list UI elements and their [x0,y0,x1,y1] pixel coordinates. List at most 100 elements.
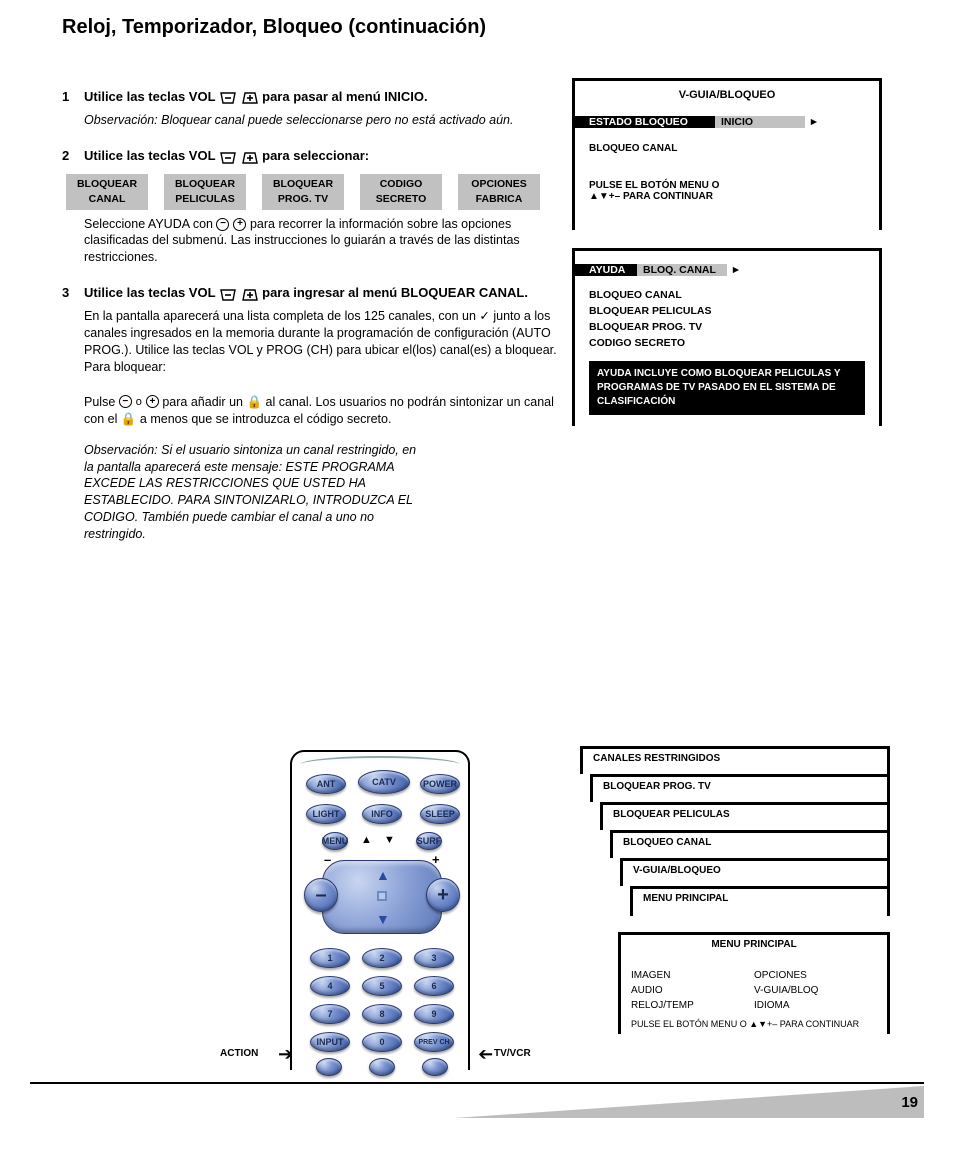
remote-btn-sleep[interactable]: SLEEP [420,804,460,824]
remote-btn-info[interactable]: INFO [362,804,402,824]
osd-main-cell: V-GUIA/BLOQ [754,985,818,996]
step-3-body: En la pantalla aparecerá una lista compl… [84,308,572,376]
block-a: Pulse − o + para añadir un 🔒 al canal. L… [84,394,572,428]
minus-icon: − [216,218,229,231]
center-square-icon [377,891,387,901]
up-arrow-icon: ▲ [376,867,390,883]
remote-btn-record[interactable] [316,1058,342,1076]
minus-plus-icons: − o + [119,395,159,410]
osd-main-title: MENU PRINCIPAL [621,935,887,960]
step-1-pre: Utilice las teclas VOL [84,89,219,104]
remote-numpad[interactable]: 5 [362,976,402,996]
step-num: 1 [62,88,84,129]
remote-numpad[interactable]: 3 [414,948,454,968]
osd-hint: PULSE EL BOTÓN MENU O [575,158,879,191]
arrow-right-icon: ➔ [278,1044,293,1065]
left-column: 1 Utilice las teclas VOL para pasar al m… [62,88,572,543]
remote-btn-prevch[interactable]: PREV CH [414,1032,454,1052]
osd-panel-vguia-1: V-GUIA/BLOQUEO ESTADO BLOQUEO INICIO ► B… [572,78,882,230]
remote-btn-light[interactable]: LIGHT [306,804,346,824]
step-2-post: para seleccionar: [262,148,369,163]
plus-icon: + [233,218,246,231]
osd-panel-vguia-2: AYUDA BLOQ. CANAL ► BLOQUEO CANAL BLOQUE… [572,248,882,426]
osd-main-cell: IMAGEN [631,970,754,981]
remote-btn-power[interactable]: POWER [420,774,460,794]
osd-row: BLOQUEO CANAL [575,287,879,303]
osd-main-cell: AUDIO [631,985,754,996]
arrow-left-icon: ➔ [478,1044,493,1065]
osd-level: BLOQUEAR PROG. TV [590,774,890,802]
remote-numpad[interactable]: 4 [310,976,350,996]
remote-btn-surf[interactable]: SURF [416,832,442,850]
remote-numpad[interactable]: 1 [310,948,350,968]
remote-btn-pause[interactable] [422,1058,448,1076]
remote-numpad[interactable]: 6 [414,976,454,996]
osd-help-block: AYUDA INCLUYE COMO BLOQUEAR PELICULAS Y … [589,361,865,415]
page-title: Reloj, Temporizador, Bloqueo (continuaci… [62,16,486,39]
osd-level: MENU PRINCIPAL [630,886,890,916]
osd-row: BLOQUEAR PROG. TV [575,319,879,335]
remote-btn-input[interactable]: INPUT [310,1032,350,1052]
remote-numpad[interactable]: 0 [362,1032,402,1052]
remote-numpad[interactable]: 8 [362,1004,402,1024]
osd-main-row: RELOJ/TEMP IDIOMA [631,998,877,1013]
step-2-pre: Utilice las teclas VOL [84,148,219,163]
remote-numpad[interactable]: 2 [362,948,402,968]
osd-hint: ▲▼+– PARA CONTINUAR [575,191,879,202]
osd-main-cell: RELOJ/TEMP [631,1000,754,1011]
step-3-pre: Utilice las teclas VOL [84,285,219,300]
osd-row: BLOQUEAR PELICULAS [575,303,879,319]
step-3-post: para ingresar al menú BLOQUEAR CANAL. [262,285,528,300]
plus-icon: + [146,395,159,408]
vol-up-icon [241,148,259,166]
minus-plus-icons: − + [216,218,246,231]
remote-center-pad[interactable]: ▲ ▼ [322,860,442,934]
remote-btn-ant[interactable]: ANT [306,774,346,794]
osd-main-menu: MENU PRINCIPAL IMAGEN OPCIONES AUDIO V-G… [618,932,890,1034]
osd-row-arrow: ► [727,264,745,276]
osd-row-label: ESTADO BLOQUEO [575,116,715,128]
or-text: o [136,395,142,410]
remote-btn-plus[interactable]: + [426,878,460,912]
lock-icon: 🔒 [121,412,137,426]
remote-btn-minus[interactable]: – [304,878,338,912]
grey-option: BLOQUEAR CANAL [66,174,148,210]
vol-up-icon [241,285,259,303]
osd-note: BLOQUEO CANAL [575,139,879,158]
remote-btn-catv[interactable]: CATV [358,770,410,794]
step-1: 1 Utilice las teclas VOL para pasar al m… [62,88,572,129]
osd-title: V-GUIA/BLOQUEO [575,81,879,111]
step-1-note: Observación: Bloquear canal puede selecc… [84,112,572,129]
block-b: Observación: Si el usuario sintoniza un … [84,442,424,543]
remote-body: ANT CATV POWER LIGHT INFO SLEEP MENU ▲ ▼… [290,750,470,1070]
remote-numpad[interactable]: 9 [414,1004,454,1024]
down-tri-icon: ▼ [384,834,395,846]
bottom-rule [30,1082,924,1084]
step-1-post: para pasar al menú INICIO. [262,89,427,104]
osd-level: V-GUIA/BLOQUEO [620,858,890,886]
vol-down-icon [219,285,237,303]
remote-control: ANT CATV POWER LIGHT INFO SLEEP MENU ▲ ▼… [290,750,470,1070]
grey-option: CODIGO SECRETO [360,174,442,210]
osd-row-highlighted: ESTADO BLOQUEO INICIO ► [575,111,879,133]
remote-btn-menu[interactable]: MENU [322,832,348,850]
osd-row-highlighted: AYUDA BLOQ. CANAL ► [575,259,879,281]
osd-row-label: AYUDA [575,264,637,276]
osd-main-cell: IDIOMA [754,1000,790,1011]
remote-numpad[interactable]: 7 [310,1004,350,1024]
up-tri-icon: ▲ [361,834,372,846]
osd-level: BLOQUEAR PELICULAS [600,802,890,830]
osd-main-hint: PULSE EL BOTÓN MENU O ▲▼+– PARA CONTINUA… [631,1013,877,1029]
grey-option: BLOQUEAR PELICULAS [164,174,246,210]
remote-btn-stop[interactable] [369,1058,395,1076]
down-arrow-icon: ▼ [376,911,390,927]
block-a-mid: para añadir un [162,395,246,409]
bottom-wedge [454,1086,924,1118]
osd-row-value: BLOQ. CANAL [637,264,727,276]
osd-main-cell: OPCIONES [754,970,807,981]
vol-up-icon [241,89,259,107]
remote-top-curve [300,756,460,770]
osd-main-row: AUDIO V-GUIA/BLOQ [631,983,877,998]
vol-down-icon [219,89,237,107]
osd-level: CANALES RESTRINGIDOS [580,746,890,774]
